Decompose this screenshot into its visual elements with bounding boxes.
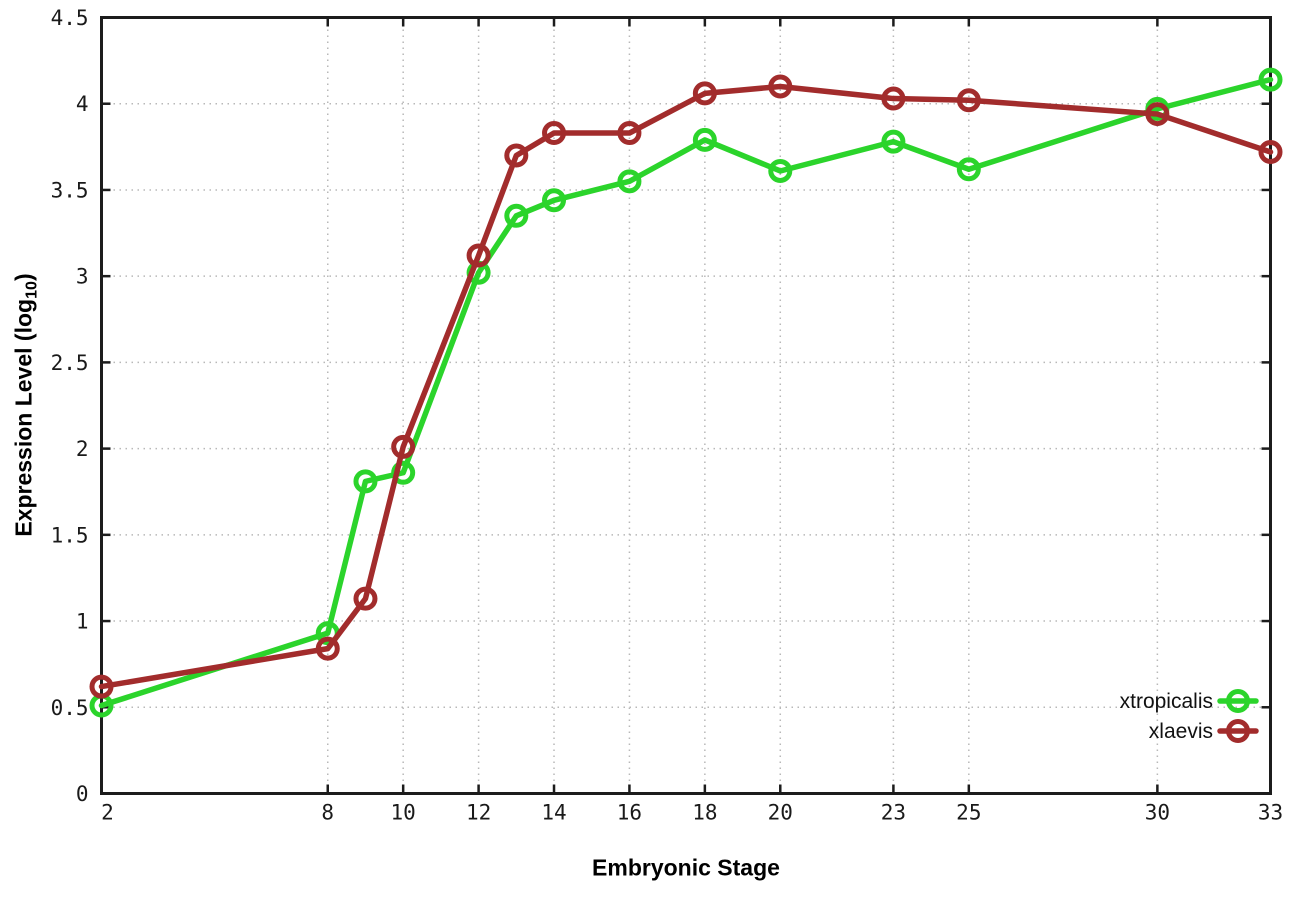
- data-point-xlaevis: [391, 434, 416, 459]
- x-tick-label: 16: [617, 801, 642, 825]
- y-tick-label: 2.5: [51, 351, 89, 375]
- data-point-xtropicalis: [956, 157, 981, 182]
- y-tick-label: 1.5: [51, 523, 89, 547]
- y-axis-title: Expression Level (log10): [10, 273, 41, 537]
- x-tick-label: 14: [541, 801, 566, 825]
- x-tick-label: 2: [101, 801, 114, 825]
- data-point-xlaevis: [504, 143, 529, 168]
- data-point-xlaevis: [315, 636, 340, 661]
- data-point-xtropicalis: [692, 127, 717, 152]
- x-axis-title: Embryonic Stage: [592, 855, 780, 882]
- data-point-xtropicalis: [1258, 67, 1283, 92]
- data-point-xtropicalis: [617, 169, 642, 194]
- legend-label-xtropicalis: xtropicalis: [1120, 690, 1213, 713]
- legend-sample-marker-xlaevis: [1226, 719, 1250, 743]
- data-point-xlaevis: [956, 88, 981, 113]
- plot-border: [100, 16, 1272, 795]
- y-tick-label: 1: [76, 610, 89, 634]
- data-point-xlaevis: [881, 86, 906, 111]
- y-tick-label: 3.5: [51, 178, 89, 202]
- x-tick-label: 8: [321, 801, 334, 825]
- y-tick-label: 4: [76, 92, 89, 116]
- y-axis-title-text: Expression Level (log: [10, 298, 37, 537]
- y-tick-label: 3: [76, 265, 89, 289]
- data-point-xlaevis: [617, 121, 642, 146]
- data-point-xlaevis: [353, 586, 378, 611]
- data-point-xtropicalis: [768, 158, 793, 183]
- legend-label-xlaevis: xlaevis: [1149, 720, 1213, 743]
- x-tick-label: 25: [956, 801, 981, 825]
- x-tick-label: 12: [466, 801, 491, 825]
- data-point-xlaevis: [466, 243, 491, 268]
- data-point-xlaevis: [542, 121, 567, 146]
- x-tick-label: 30: [1145, 801, 1170, 825]
- data-point-xlaevis: [89, 674, 114, 699]
- y-tick-label: 2: [76, 437, 89, 461]
- data-point-xtropicalis: [542, 188, 567, 213]
- data-point-xlaevis: [768, 74, 793, 99]
- data-point-xlaevis: [1258, 140, 1283, 165]
- x-tick-label: 18: [692, 801, 717, 825]
- x-tick-label: 20: [768, 801, 793, 825]
- data-point-xtropicalis: [881, 129, 906, 154]
- x-axis-title-text: Embryonic Stage: [592, 854, 780, 881]
- data-point-xlaevis: [1145, 102, 1170, 127]
- y-tick-label: 0.5: [51, 696, 89, 720]
- y-tick-label: 4.5: [51, 6, 89, 30]
- y-tick-label: 0: [76, 782, 89, 806]
- x-tick-label: 33: [1258, 801, 1283, 825]
- data-point-xtropicalis: [391, 460, 416, 485]
- legend-sample-marker-xtropicalis: [1226, 689, 1250, 713]
- x-tick-label: 23: [881, 801, 906, 825]
- data-point-xlaevis: [692, 81, 717, 106]
- series-line-xtropicalis: [98, 76, 1274, 709]
- series-line-xlaevis: [98, 83, 1274, 690]
- data-point-xtropicalis: [353, 469, 378, 494]
- data-point-xtropicalis: [504, 203, 529, 228]
- y-axis-title-subscript: 10: [22, 281, 40, 299]
- x-tick-label: 10: [391, 801, 416, 825]
